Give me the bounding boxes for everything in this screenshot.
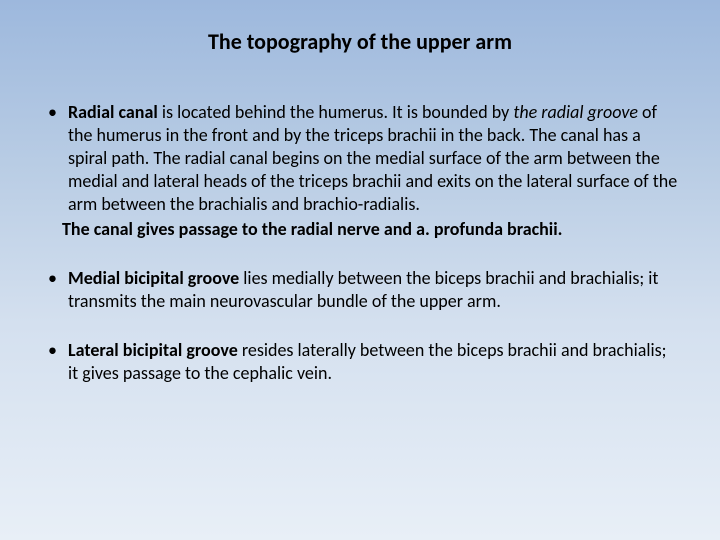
bullet-list: Radial canal is located behind the humer… [40,101,680,385]
bullet-text: is located behind the humerus. It is bou… [158,101,514,123]
bullet-item-lateral-groove: Lateral bicipital groove resides lateral… [40,339,680,385]
slide-title: The topography of the upper arm [40,28,680,55]
bullet-lead: Medial bicipital groove [68,267,239,289]
bullet-italic: the radial groove [513,101,638,123]
slide: The topography of the upper arm Radial c… [0,0,720,540]
bullet-item-medial-groove: Medial bicipital groove lies medially be… [40,267,680,313]
bullet-item-radial-canal: Radial canal is located behind the humer… [40,101,680,241]
bullet-lead: Lateral bicipital groove [68,339,238,361]
bullet-lead: Radial canal [68,101,158,123]
bullet-subline: The canal gives passage to the radial ne… [62,218,680,241]
